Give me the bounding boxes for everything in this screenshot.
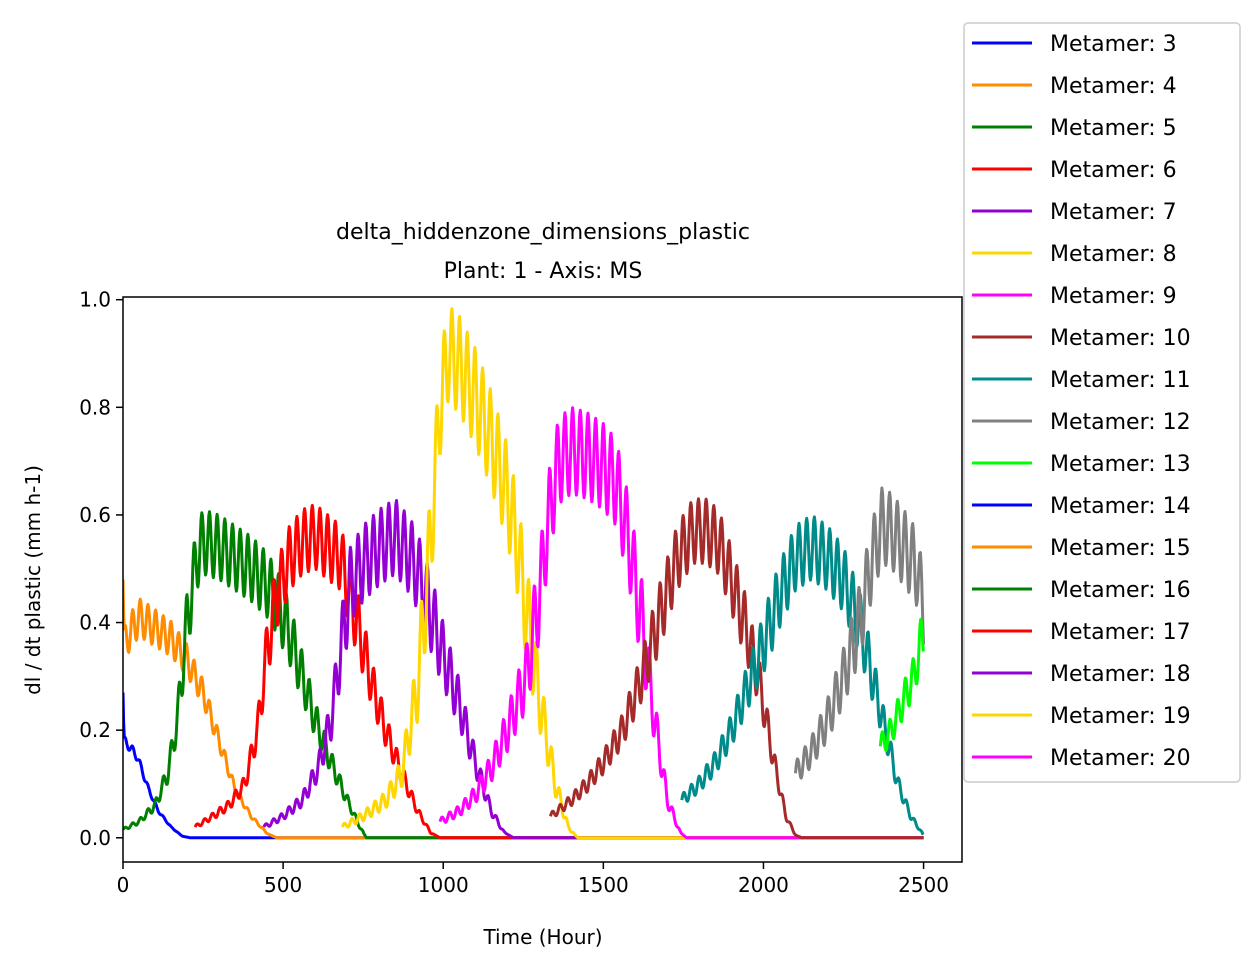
legend-label: Metamer: 20	[1050, 746, 1191, 771]
y-tick-label: 0.6	[79, 503, 111, 527]
y-tick-label: 0.2	[79, 718, 111, 742]
x-tick-label: 2000	[738, 873, 789, 897]
x-tick-label: 1000	[418, 873, 469, 897]
legend-label: Metamer: 5	[1050, 116, 1177, 141]
legend-label: Metamer: 18	[1050, 662, 1191, 687]
series-line-metamer-11	[680, 515, 925, 836]
legend-frame	[963, 22, 1241, 783]
series-line-metamer-13	[878, 617, 925, 752]
legend-label: Metamer: 16	[1050, 578, 1191, 603]
legend-label: Metamer: 9	[1050, 284, 1177, 309]
x-tick-label: 500	[264, 873, 302, 897]
y-tick-label: 0.4	[79, 611, 111, 635]
legend-label: Metamer: 14	[1050, 494, 1191, 519]
plot-frame	[122, 296, 963, 863]
series-layer	[123, 307, 926, 840]
series-line-metamer-12	[794, 486, 926, 780]
chart-subtitle: Plant: 1 - Axis: MS	[444, 259, 643, 284]
legend-label: Metamer: 12	[1050, 410, 1191, 435]
legend-label: Metamer: 13	[1050, 452, 1191, 477]
series-line-metamer-10	[549, 497, 925, 840]
x-tick-label: 1500	[578, 873, 629, 897]
y-tick-label: 1.0	[79, 288, 111, 312]
legend-label: Metamer: 10	[1050, 326, 1191, 351]
legend-label: Metamer: 19	[1050, 704, 1191, 729]
legend-label: Metamer: 11	[1050, 368, 1191, 393]
y-tick-label: 0.8	[79, 395, 111, 419]
legend-label: Metamer: 8	[1050, 242, 1177, 267]
legend: Metamer: 3 Metamer: 4 Metamer: 5 Metamer: 6…	[963, 22, 1241, 783]
legend-label: Metamer: 3	[1050, 32, 1177, 57]
legend-label: Metamer: 7	[1050, 200, 1177, 225]
y-axis: 0.0 0.2 0.4 0.6 0.8 1.0	[79, 288, 123, 850]
y-tick-label: 0.0	[79, 826, 111, 850]
x-tick-label: 0	[117, 873, 130, 897]
legend-label: Metamer: 17	[1050, 620, 1191, 645]
x-axis: 0 500 1000 1500 2000 2500	[117, 862, 949, 897]
chart-title: delta_hiddenzone_dimensions_plastic	[336, 220, 750, 245]
legend-label: Metamer: 15	[1050, 536, 1191, 561]
y-axis-label: dl / dt plastic (mm h-1)	[21, 465, 45, 695]
x-axis-label: Time (Hour)	[482, 925, 602, 949]
legend-label: Metamer: 4	[1050, 74, 1177, 99]
x-tick-label: 2500	[898, 873, 949, 897]
legend-label: Metamer: 6	[1050, 158, 1177, 183]
